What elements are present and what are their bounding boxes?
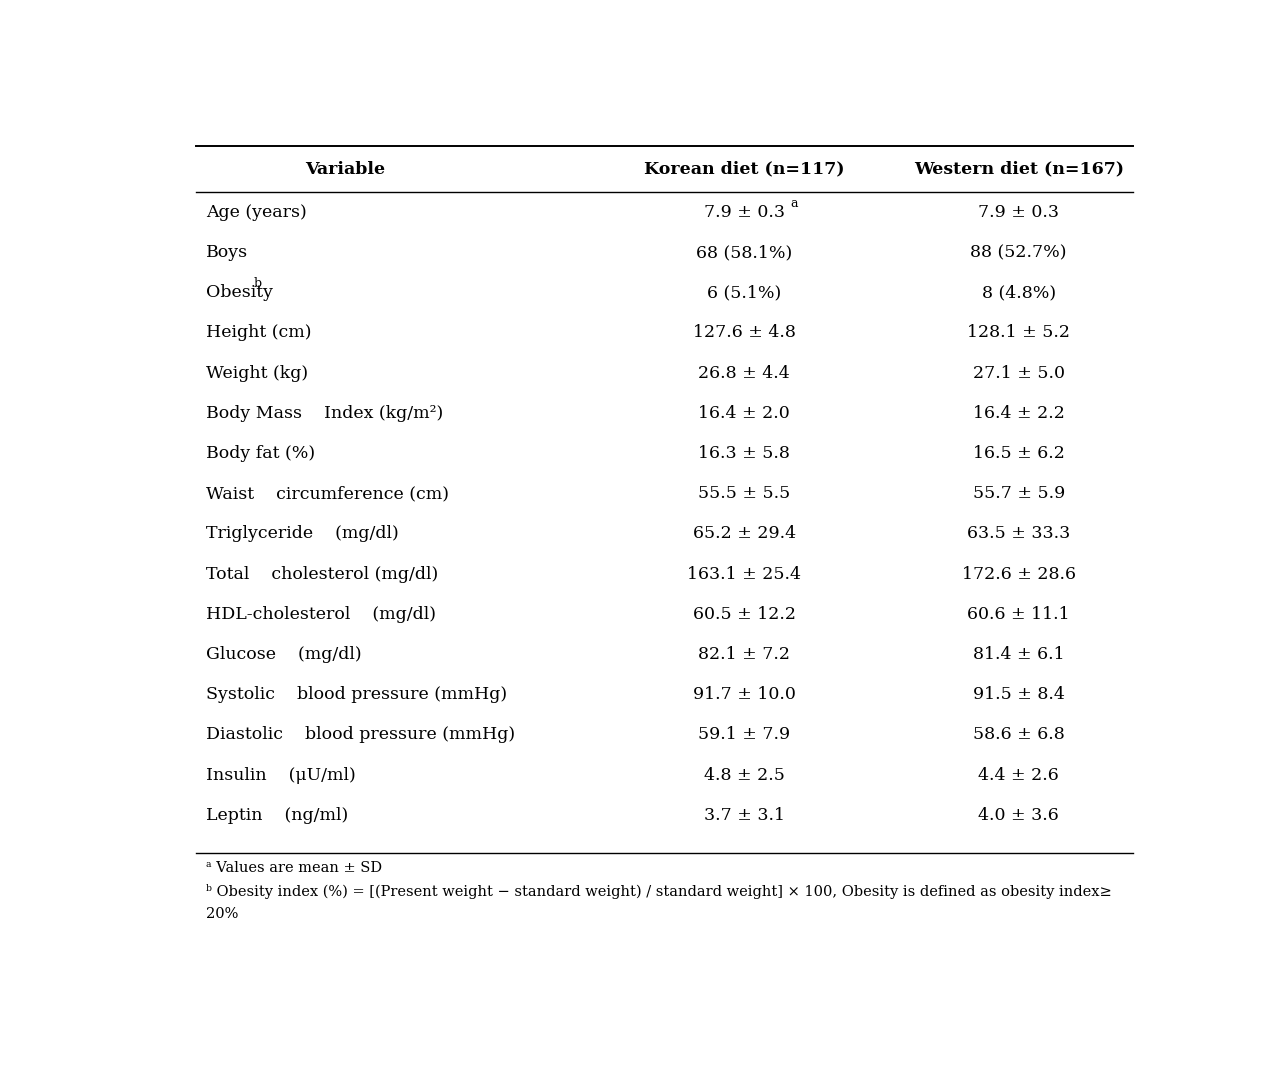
Text: 91.7 ± 10.0: 91.7 ± 10.0 [692, 687, 795, 703]
Text: Weight (kg): Weight (kg) [206, 364, 308, 381]
Text: 3.7 ± 3.1: 3.7 ± 3.1 [704, 806, 785, 823]
Text: Triglyceride    (mg/dl): Triglyceride (mg/dl) [206, 525, 399, 543]
Text: 128.1 ± 5.2: 128.1 ± 5.2 [967, 325, 1071, 342]
Text: 16.4 ± 2.2: 16.4 ± 2.2 [973, 405, 1064, 422]
Text: Leptin    (ng/ml): Leptin (ng/ml) [206, 806, 347, 823]
Text: 7.9 ± 0.3: 7.9 ± 0.3 [704, 204, 785, 221]
Text: 127.6 ± 4.8: 127.6 ± 4.8 [692, 325, 795, 342]
Text: Korean diet (n=117): Korean diet (n=117) [644, 161, 844, 177]
Text: 65.2 ± 29.4: 65.2 ± 29.4 [692, 525, 795, 543]
Text: Waist    circumference (cm): Waist circumference (cm) [206, 485, 449, 502]
Text: 58.6 ± 6.8: 58.6 ± 6.8 [973, 726, 1064, 743]
Text: Height (cm): Height (cm) [206, 325, 311, 342]
Text: Systolic    blood pressure (mmHg): Systolic blood pressure (mmHg) [206, 687, 507, 703]
Text: 26.8 ± 4.4: 26.8 ± 4.4 [699, 364, 790, 381]
Text: 60.5 ± 12.2: 60.5 ± 12.2 [692, 606, 795, 623]
Text: 60.6 ± 11.1: 60.6 ± 11.1 [968, 606, 1069, 623]
Text: 88 (52.7%): 88 (52.7%) [970, 245, 1067, 261]
Text: 81.4 ± 6.1: 81.4 ± 6.1 [973, 646, 1064, 663]
Text: 4.0 ± 3.6: 4.0 ± 3.6 [978, 806, 1059, 823]
Text: ᵃ Values are mean ± SD: ᵃ Values are mean ± SD [206, 861, 382, 876]
Text: 59.1 ± 7.9: 59.1 ± 7.9 [699, 726, 790, 743]
Text: 163.1 ± 25.4: 163.1 ± 25.4 [687, 566, 802, 583]
Text: 6 (5.1%): 6 (5.1%) [708, 284, 781, 301]
Text: Boys: Boys [206, 245, 248, 261]
Text: 68 (58.1%): 68 (58.1%) [696, 245, 793, 261]
Text: 16.3 ± 5.8: 16.3 ± 5.8 [699, 445, 790, 462]
Text: 4.8 ± 2.5: 4.8 ± 2.5 [704, 767, 785, 784]
Text: 63.5 ± 33.3: 63.5 ± 33.3 [967, 525, 1071, 543]
Text: Body fat (%): Body fat (%) [206, 445, 315, 462]
Text: b: b [254, 278, 263, 290]
Text: 7.9 ± 0.3: 7.9 ± 0.3 [978, 204, 1059, 221]
Text: a: a [790, 198, 798, 210]
Text: Obesity: Obesity [206, 284, 273, 301]
Text: 27.1 ± 5.0: 27.1 ± 5.0 [973, 364, 1064, 381]
Text: Glucose    (mg/dl): Glucose (mg/dl) [206, 646, 362, 663]
Text: Body Mass    Index (kg/m²): Body Mass Index (kg/m²) [206, 405, 443, 422]
Text: 82.1 ± 7.2: 82.1 ± 7.2 [699, 646, 790, 663]
Text: 4.4 ± 2.6: 4.4 ± 2.6 [978, 767, 1059, 784]
Text: Age (years): Age (years) [206, 204, 306, 221]
Text: ᵇ Obesity index (%) = [(Present weight − standard weight) / standard weight] × 1: ᵇ Obesity index (%) = [(Present weight −… [206, 884, 1112, 899]
Text: Variable: Variable [305, 161, 386, 177]
Text: 16.4 ± 2.0: 16.4 ± 2.0 [699, 405, 790, 422]
Text: HDL-cholesterol    (mg/dl): HDL-cholesterol (mg/dl) [206, 606, 436, 623]
Text: 55.7 ± 5.9: 55.7 ± 5.9 [973, 485, 1064, 502]
Text: Diastolic    blood pressure (mmHg): Diastolic blood pressure (mmHg) [206, 726, 515, 743]
Text: Insulin    (μU/ml): Insulin (μU/ml) [206, 767, 355, 784]
Text: 55.5 ± 5.5: 55.5 ± 5.5 [699, 485, 790, 502]
Text: Western diet (n=167): Western diet (n=167) [914, 161, 1124, 177]
Text: 172.6 ± 28.6: 172.6 ± 28.6 [961, 566, 1076, 583]
Text: 16.5 ± 6.2: 16.5 ± 6.2 [973, 445, 1064, 462]
Text: 20%: 20% [206, 908, 238, 922]
Text: Total    cholesterol (mg/dl): Total cholesterol (mg/dl) [206, 566, 438, 583]
Text: 8 (4.8%): 8 (4.8%) [982, 284, 1055, 301]
Text: 91.5 ± 8.4: 91.5 ± 8.4 [973, 687, 1064, 703]
